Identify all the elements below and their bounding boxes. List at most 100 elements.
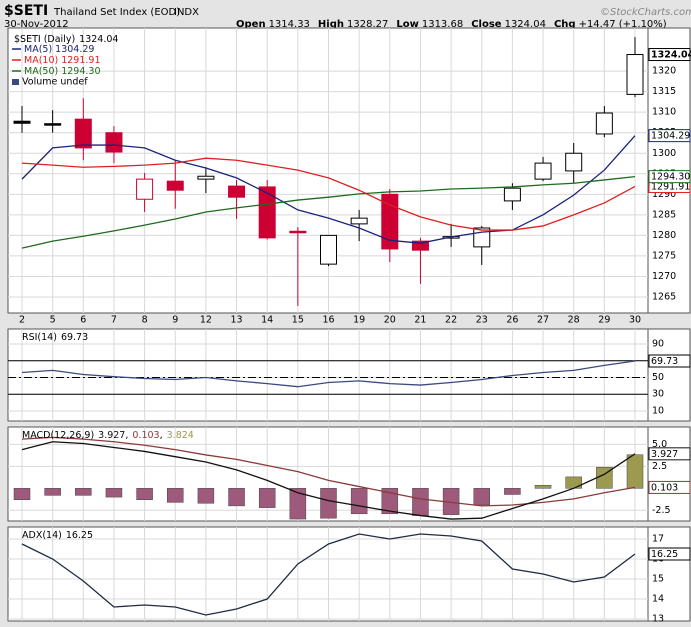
histogram-bar <box>105 488 123 498</box>
x-tick-label: 20 <box>384 315 396 326</box>
signal-line <box>21 436 636 507</box>
x-tick-label: 30 <box>629 315 641 326</box>
panel-title-value: 3.927 <box>98 430 125 441</box>
moving-average-line <box>21 176 636 249</box>
y-tick-label: 1285 <box>652 209 676 220</box>
legend-title-value: 1324.04 <box>79 34 118 45</box>
value-label-box <box>648 48 691 62</box>
legend-entry: MA(5) 1304.29 <box>24 44 94 55</box>
moving-average-line <box>21 157 636 231</box>
panel-title: ADX(14) 16.25 <box>22 530 93 541</box>
candle-body <box>44 123 62 126</box>
histogram-bar <box>13 488 31 500</box>
legend-title-text: $SETI (Daily) <box>14 34 75 45</box>
y-tick-label: 1280 <box>652 230 676 241</box>
panel-title-name: RSI(14) <box>22 332 57 343</box>
y-tick-label: 14 <box>652 594 664 605</box>
value-label: 16.25 <box>651 549 678 560</box>
quote-value: 1328.27 <box>347 19 388 30</box>
indicator-line <box>21 360 636 388</box>
legend-value: 1294.30 <box>61 66 100 77</box>
x-tick-label: 5 <box>50 315 56 326</box>
quote-label: High <box>318 19 344 30</box>
histogram-bar <box>289 488 307 520</box>
panel-title-value: 16.25 <box>66 530 93 541</box>
panel-title-value: 0.103 <box>132 430 159 441</box>
x-tick-label: 13 <box>231 315 243 326</box>
y-tick-label: 50 <box>652 372 664 383</box>
macd-line <box>21 441 636 520</box>
y-tick-label: 90 <box>652 339 664 350</box>
histogram-bar <box>473 488 490 506</box>
quote-value: 1314.33 <box>269 19 310 30</box>
histogram-bar <box>565 476 582 489</box>
x-tick-label: 29 <box>598 315 610 326</box>
panel-title: MACD(12,26,9) 3.927, 0.103, 3.824 <box>22 430 194 441</box>
value-label: 69.73 <box>651 356 678 367</box>
candle-body <box>350 217 368 225</box>
value-label: 3.927 <box>651 449 678 460</box>
x-tick-label: 21 <box>414 315 426 326</box>
x-tick-label: 15 <box>292 315 304 326</box>
x-tick-label: 9 <box>172 315 178 326</box>
candle-body <box>411 240 429 251</box>
panel-title-value: 69.73 <box>61 332 88 343</box>
legend-value: 1304.29 <box>55 44 94 55</box>
x-tick-label: 19 <box>353 315 365 326</box>
quote-value: 1324.04 <box>505 19 546 30</box>
symbol: $SETI <box>4 3 48 19</box>
legend-entry: MA(10) 1291.91 <box>24 55 101 66</box>
y-tick-label: 1315 <box>652 86 676 97</box>
quote: Open 1314.33 High 1328.27 Low 1313.68 Close 132… <box>236 19 667 30</box>
histogram-bar <box>504 488 521 495</box>
value-label: 1294.30 <box>651 172 690 183</box>
legend-name: MA(50) <box>24 66 58 77</box>
x-tick-label: 27 <box>537 315 549 326</box>
legend-volume-icon <box>12 79 19 85</box>
candle-body <box>320 234 337 265</box>
candle-body <box>228 185 246 198</box>
axis-area <box>647 526 691 622</box>
x-tick-label: 8 <box>142 315 148 326</box>
legend-name: MA(10) <box>24 55 58 66</box>
value-label: 1291.91 <box>651 181 690 192</box>
histogram-bar <box>258 488 276 508</box>
panel-title: RSI(14) 69.73 <box>22 332 88 343</box>
legend-entry: MA(50) 1294.30 <box>24 66 101 77</box>
value-label: 0.103 <box>651 482 678 493</box>
x-tick-label: 26 <box>506 315 518 326</box>
value-label-box <box>648 170 691 184</box>
legend-value: 1291.91 <box>61 55 100 66</box>
x-tick-label: 12 <box>200 315 212 326</box>
y-tick-label: 1300 <box>652 148 676 159</box>
date: 30-Nov-2012 <box>4 19 69 30</box>
x-tick-label: 14 <box>261 315 273 326</box>
quote-label: Low <box>396 19 418 30</box>
y-tick-label: 15 <box>652 574 664 585</box>
histogram-bar <box>44 488 61 496</box>
panel-title-value: 3.824 <box>167 430 194 441</box>
candle-body <box>166 180 184 191</box>
histogram-bar <box>381 488 399 515</box>
x-tick-label: 28 <box>568 315 580 326</box>
legend-volume: Volume undef <box>22 77 88 88</box>
histogram-bar <box>350 488 368 515</box>
candle-body <box>473 227 491 248</box>
axis-area <box>647 426 691 522</box>
x-tick-label: 16 <box>322 315 334 326</box>
y-tick-label: 17 <box>652 534 664 545</box>
indicator-line <box>21 533 636 616</box>
panel-title-name: ADX(14) <box>22 530 62 541</box>
moving-average-line <box>21 135 636 244</box>
y-tick-label: 13 <box>652 614 664 625</box>
y-tick-label: -2.5 <box>652 505 671 516</box>
candle-body <box>197 175 215 180</box>
quote-value: 1313.68 <box>422 19 463 30</box>
y-tick-label: 1270 <box>652 271 676 282</box>
histogram-bar <box>412 488 429 516</box>
histogram-bar <box>75 488 92 496</box>
x-tick-label: 6 <box>80 315 86 326</box>
exchange: INDX <box>174 7 199 18</box>
axis-area <box>647 328 691 422</box>
